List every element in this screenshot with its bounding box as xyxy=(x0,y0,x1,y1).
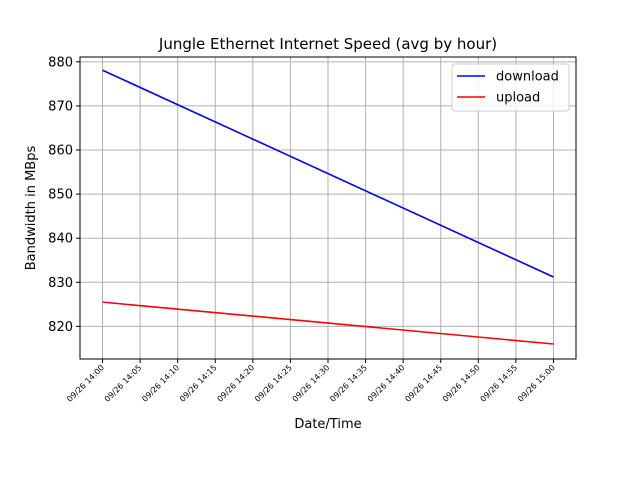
legend-label-upload: upload xyxy=(496,91,540,106)
x-axis-label: Date/Time xyxy=(294,417,361,432)
y-tick-label: 870 xyxy=(48,99,73,114)
grid-lines xyxy=(80,57,576,359)
legend-label-download: download xyxy=(496,70,559,85)
y-tick-label: 860 xyxy=(48,144,73,159)
series-line-download xyxy=(102,69,554,278)
legend: download upload xyxy=(451,63,570,112)
y-axis-label: Bandwidth in MBps xyxy=(24,146,39,271)
series-line-upload xyxy=(102,301,554,345)
y-tick-label: 830 xyxy=(48,276,73,291)
y-tick-label: 850 xyxy=(48,188,73,203)
y-axis: 820 830 840 850 860 870 880 xyxy=(48,55,80,335)
y-tick-label: 880 xyxy=(48,55,73,70)
y-tick-label: 840 xyxy=(48,232,73,247)
chart-title: Jungle Ethernet Internet Speed (avg by h… xyxy=(158,35,497,53)
series-lines xyxy=(102,69,554,345)
y-tick-label: 820 xyxy=(48,320,73,335)
